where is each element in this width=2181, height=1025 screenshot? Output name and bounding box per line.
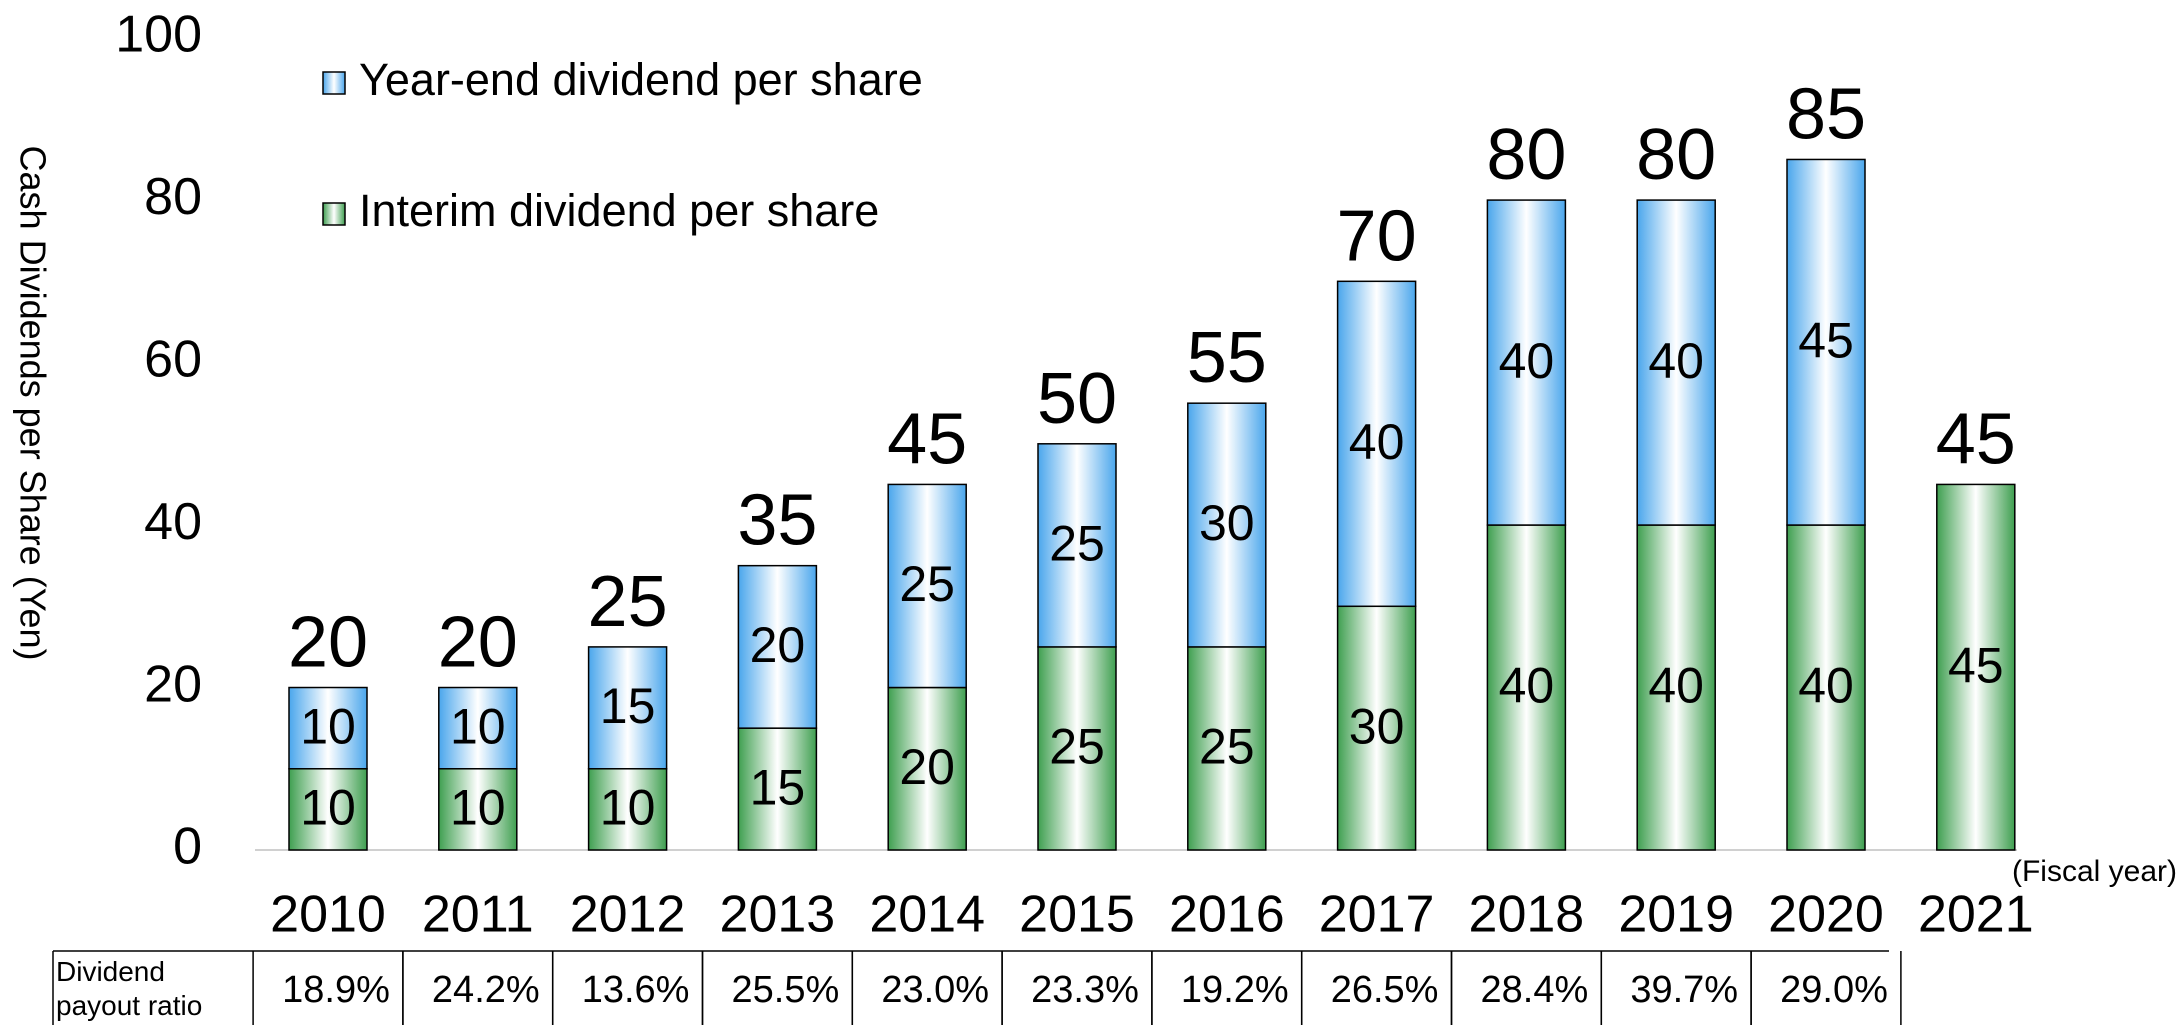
bar-segment bbox=[887, 686, 967, 851]
total-label: 25 bbox=[588, 562, 668, 642]
payout-ratio: 25.5% bbox=[732, 969, 840, 1011]
y-tick-label: 100 bbox=[115, 5, 202, 63]
bar-segment bbox=[288, 686, 368, 770]
bar-segment bbox=[288, 768, 368, 851]
bar-segment bbox=[1187, 646, 1267, 851]
segment-label: 10 bbox=[300, 698, 356, 754]
total-label: 45 bbox=[1936, 399, 2016, 479]
bar-segment bbox=[1187, 402, 1267, 648]
total-label: 35 bbox=[737, 481, 817, 561]
x-tick-label: 2011 bbox=[422, 886, 534, 944]
bar-segment bbox=[1786, 524, 1866, 851]
total-label: 50 bbox=[1037, 359, 1117, 439]
y-tick-label: 20 bbox=[144, 655, 202, 713]
segment-label: 10 bbox=[450, 780, 506, 836]
payout-ratio: 24.2% bbox=[432, 969, 540, 1011]
bar-segment bbox=[587, 768, 668, 851]
segment-label: 40 bbox=[1349, 414, 1405, 470]
bar-segment bbox=[1336, 605, 1417, 851]
segment-label: 10 bbox=[600, 780, 656, 836]
payout-ratio: 39.7% bbox=[1630, 969, 1738, 1011]
bar-segment bbox=[1486, 199, 1567, 526]
payout-ratio: 23.3% bbox=[1031, 969, 1139, 1011]
bar-segment bbox=[1636, 199, 1716, 526]
payout-ratio: 13.6% bbox=[582, 969, 690, 1011]
total-label: 80 bbox=[1486, 115, 1566, 195]
bar-segment bbox=[1786, 158, 1866, 526]
payout-ratio: 18.9% bbox=[282, 969, 390, 1011]
legend-label: Interim dividend per share bbox=[359, 185, 879, 236]
total-label: 45 bbox=[887, 399, 967, 479]
x-tick-label: 2015 bbox=[1019, 886, 1135, 944]
segment-label: 45 bbox=[1948, 637, 2004, 693]
segment-label: 40 bbox=[1499, 658, 1555, 714]
segment-label: 40 bbox=[1648, 658, 1704, 714]
segment-label: 30 bbox=[1349, 698, 1405, 754]
y-tick-label: 0 bbox=[173, 818, 202, 876]
segment-label: 40 bbox=[1499, 333, 1555, 389]
segment-label: 20 bbox=[899, 739, 955, 795]
bar-segment bbox=[438, 686, 518, 770]
payout-ratio: 19.2% bbox=[1181, 969, 1289, 1011]
bar-segment bbox=[1037, 646, 1117, 851]
bar-segment bbox=[1336, 280, 1417, 608]
segment-label: 15 bbox=[750, 759, 806, 815]
payout-ratio: 29.0% bbox=[1780, 969, 1888, 1011]
x-tick-label: 2014 bbox=[869, 886, 985, 944]
segment-label: 45 bbox=[1798, 312, 1854, 368]
x-tick-label: 2016 bbox=[1169, 886, 1285, 944]
bar-segment bbox=[1936, 483, 2016, 851]
segment-label: 25 bbox=[1199, 719, 1255, 775]
segment-label: 25 bbox=[1049, 719, 1105, 775]
segment-label: 40 bbox=[1798, 658, 1854, 714]
total-label: 70 bbox=[1337, 196, 1417, 276]
bar-segment bbox=[737, 564, 818, 729]
bar-segment bbox=[1636, 524, 1716, 851]
y-tick-label: 40 bbox=[144, 493, 202, 551]
segment-label: 30 bbox=[1199, 495, 1255, 551]
x-tick-label: 2018 bbox=[1469, 886, 1585, 944]
legend-label: Year-end dividend per share bbox=[359, 54, 923, 105]
total-label: 85 bbox=[1786, 74, 1866, 154]
total-label: 20 bbox=[288, 603, 368, 683]
x-tick-label: 2017 bbox=[1319, 886, 1435, 944]
total-label: 20 bbox=[438, 603, 518, 683]
bar-segment bbox=[587, 646, 668, 770]
segment-label: 15 bbox=[600, 678, 656, 734]
segment-label: 25 bbox=[1049, 516, 1105, 572]
bar-segment bbox=[1037, 443, 1117, 648]
x-tick-label: 2013 bbox=[720, 886, 836, 944]
bar-segment bbox=[737, 727, 818, 851]
segment-label: 20 bbox=[750, 617, 806, 673]
legend-swatch bbox=[322, 202, 346, 226]
segment-label: 10 bbox=[450, 698, 506, 754]
x-tick-label: 2012 bbox=[570, 886, 686, 944]
x-tick-label: 2019 bbox=[1618, 886, 1734, 944]
legend-swatch bbox=[322, 71, 346, 95]
y-tick-label: 60 bbox=[144, 330, 202, 388]
payout-ratio: 26.5% bbox=[1331, 969, 1439, 1011]
segment-label: 25 bbox=[899, 556, 955, 612]
segment-label: 10 bbox=[300, 780, 356, 836]
table-row-label: Dividend payout ratio bbox=[56, 956, 202, 1021]
y-axis-title: Cash Dividends per Share (Yen) bbox=[12, 146, 53, 661]
payout-ratio: 28.4% bbox=[1481, 969, 1589, 1011]
segment-label: 40 bbox=[1648, 333, 1704, 389]
y-tick-label: 80 bbox=[144, 168, 202, 226]
x-tick-label: 2010 bbox=[270, 886, 386, 944]
total-label: 55 bbox=[1187, 318, 1267, 398]
x-tick-label: 2020 bbox=[1768, 886, 1884, 944]
bar-segment bbox=[887, 483, 967, 689]
x-tick-label: 2021 bbox=[1918, 886, 2034, 944]
payout-ratio: 23.0% bbox=[881, 969, 989, 1011]
x-axis-title: (Fiscal year) bbox=[2012, 855, 2177, 888]
bar-segment bbox=[1486, 524, 1567, 851]
total-label: 80 bbox=[1636, 115, 1716, 195]
